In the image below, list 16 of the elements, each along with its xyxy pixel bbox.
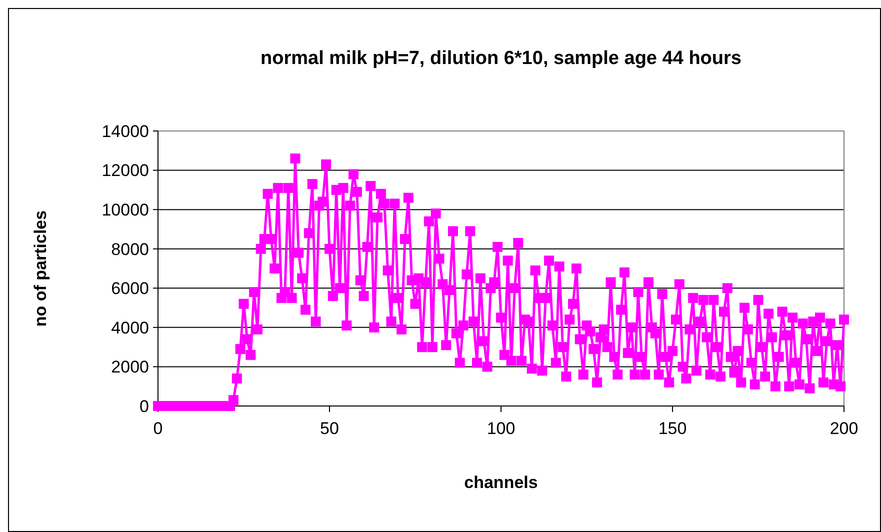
y-tick-label: 8000: [111, 240, 149, 259]
x-tick-label: 150: [658, 419, 687, 438]
y-tick-label: 2000: [111, 358, 149, 377]
y-axis-title: no of particles: [31, 210, 50, 327]
x-tick-label: 100: [486, 419, 516, 438]
y-tick-label: 12000: [102, 161, 149, 180]
x-axis-title: channels: [464, 473, 538, 492]
y-tick-label: 6000: [111, 279, 149, 298]
chart-title: normal milk pH=7, dilution 6*10, sample age 44 hours: [260, 48, 742, 69]
x-tick-label: 200: [830, 419, 858, 438]
x-tick-label: 50: [320, 419, 339, 438]
y-tick-label: 10000: [102, 200, 149, 220]
y-tick-label: 4000: [111, 318, 149, 338]
y-tick-label: 0: [140, 396, 149, 416]
x-tick-label: 0: [153, 419, 163, 438]
y-tick-label: 14000: [102, 122, 149, 141]
